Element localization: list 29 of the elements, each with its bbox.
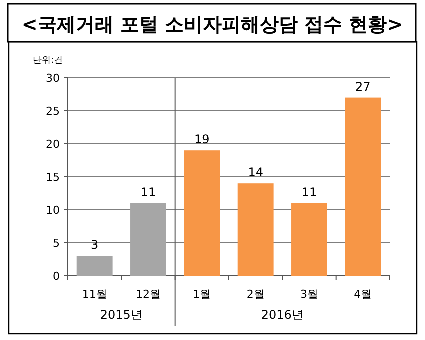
y-tick-label: 20	[46, 138, 60, 151]
text: 2015년	[100, 308, 143, 322]
x-tick-label: 2월	[246, 288, 265, 301]
bar	[76, 256, 113, 276]
x-tick-label: 12월	[136, 288, 161, 301]
data-label: 14	[248, 166, 264, 180]
data-label: 3	[91, 238, 99, 252]
x-tick-label: 11월	[82, 288, 108, 301]
bar	[130, 203, 166, 276]
x-tick-label: 3월	[300, 288, 318, 301]
data-label: 27	[356, 80, 371, 94]
text: 2016년	[261, 308, 304, 322]
y-tick-label: 0	[53, 270, 60, 283]
bar	[238, 184, 274, 276]
data-label: 11	[140, 185, 156, 200]
x-tick-label: 4월	[354, 288, 372, 301]
bar	[184, 150, 220, 276]
bar	[292, 203, 328, 276]
y-axis-title: 단위:건	[33, 56, 64, 66]
y-tick-label: 10	[46, 204, 60, 217]
y-tick-label: 5	[53, 237, 60, 250]
data-label: 19	[194, 132, 210, 147]
y-tick-label: 25	[46, 105, 60, 118]
bar	[345, 98, 382, 276]
y-tick-label: 15	[46, 171, 60, 184]
chart-title: <국제거래 포털 소비자피해상담 접수 현황>	[22, 14, 404, 36]
y-tick-label: 30	[46, 72, 60, 85]
data-label: 11	[302, 185, 318, 200]
x-tick-label: 1월	[193, 288, 212, 301]
